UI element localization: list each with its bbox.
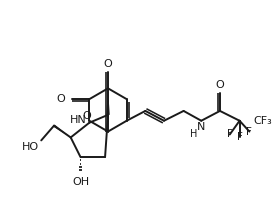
Text: F: F: [237, 132, 243, 143]
Text: O: O: [216, 80, 224, 90]
Text: O: O: [56, 94, 65, 104]
Text: HN: HN: [70, 115, 87, 125]
Text: F: F: [227, 129, 233, 140]
Text: F: F: [246, 126, 252, 137]
Text: O: O: [104, 59, 112, 69]
Polygon shape: [53, 125, 71, 137]
Text: HO: HO: [22, 142, 39, 152]
Text: CF₃: CF₃: [253, 116, 272, 126]
Text: O: O: [82, 111, 91, 121]
Text: N: N: [197, 122, 205, 132]
Polygon shape: [106, 88, 110, 115]
Text: H: H: [190, 129, 197, 140]
Text: OH: OH: [72, 177, 89, 187]
